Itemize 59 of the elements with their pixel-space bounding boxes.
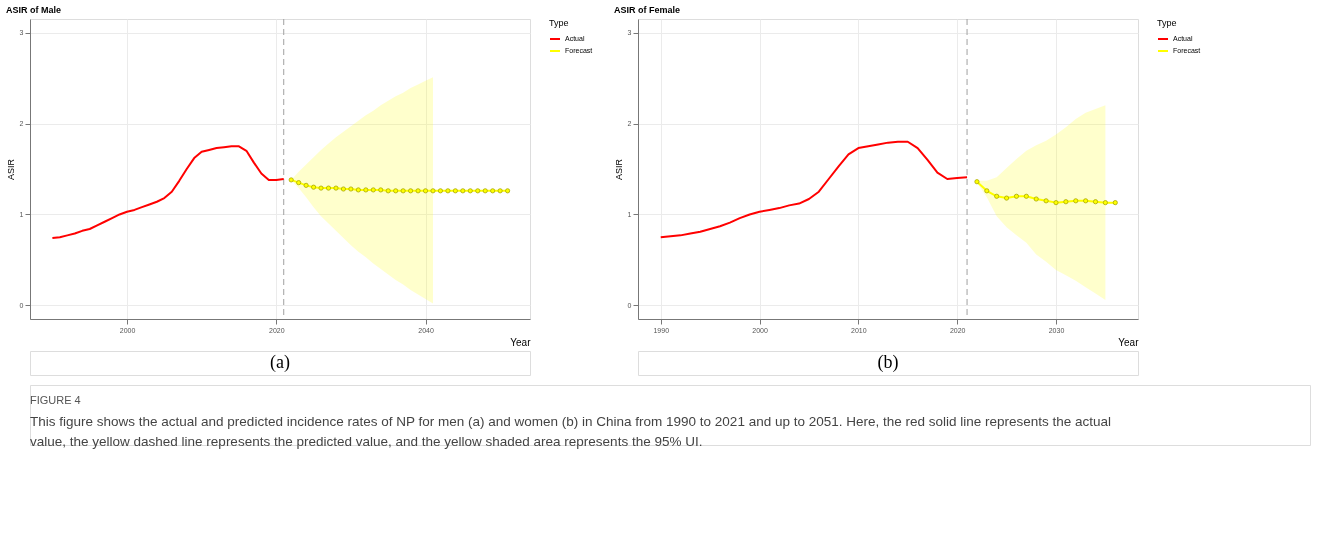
point bbox=[355, 187, 361, 193]
point bbox=[974, 179, 980, 185]
point bbox=[1043, 198, 1049, 204]
y-axis-title: ASIR bbox=[5, 158, 16, 181]
point bbox=[467, 188, 473, 194]
point bbox=[482, 188, 488, 194]
point bbox=[363, 187, 369, 193]
line-series bbox=[659, 140, 969, 239]
point bbox=[490, 188, 496, 194]
point bbox=[393, 188, 399, 194]
point bbox=[1112, 200, 1118, 206]
point bbox=[325, 185, 332, 191]
point bbox=[385, 188, 391, 194]
chart-title: ASIR of Male bbox=[6, 4, 62, 15]
point bbox=[452, 188, 458, 194]
point bbox=[430, 188, 436, 194]
y-axis-title: ASIR bbox=[613, 158, 624, 181]
point bbox=[1023, 193, 1029, 199]
legend-title: Type bbox=[549, 18, 569, 28]
caption: FIGURE 4 bbox=[30, 394, 81, 406]
line-series bbox=[51, 145, 285, 240]
point bbox=[303, 182, 309, 188]
point bbox=[311, 184, 317, 190]
point bbox=[1033, 196, 1039, 202]
point bbox=[370, 187, 376, 193]
point bbox=[1083, 198, 1089, 204]
point bbox=[505, 188, 511, 194]
point bbox=[340, 186, 346, 192]
legend-title: Type bbox=[1157, 18, 1177, 28]
point bbox=[994, 193, 1000, 199]
point bbox=[1053, 200, 1059, 206]
point bbox=[296, 180, 302, 186]
point bbox=[1092, 199, 1099, 205]
point bbox=[1102, 200, 1108, 206]
point bbox=[423, 188, 429, 194]
point bbox=[1063, 199, 1069, 205]
point bbox=[408, 188, 414, 194]
point bbox=[348, 186, 354, 192]
point bbox=[333, 185, 339, 191]
point bbox=[460, 188, 466, 194]
point bbox=[1004, 195, 1010, 201]
x-axis-title: Year bbox=[1118, 336, 1140, 348]
point bbox=[400, 188, 406, 194]
point bbox=[475, 188, 481, 194]
point bbox=[437, 188, 443, 194]
point bbox=[415, 188, 421, 194]
point bbox=[1073, 198, 1079, 204]
point bbox=[497, 188, 503, 194]
point bbox=[378, 187, 384, 193]
text: This figure shows the actual and predicted incidence rates of NP for men (a) and women (b) in China from 1990 to 2021 and up to 2051. Here, the red solid line represents the actual value, the yellow dashed line represents the predicted value, and the yellow shaded area represents the 95% UI. bbox=[30, 414, 1112, 449]
chart-title: ASIR of Female bbox=[614, 4, 681, 15]
point bbox=[984, 188, 990, 194]
x-axis-title: Year bbox=[510, 336, 532, 348]
point bbox=[318, 185, 324, 191]
point bbox=[1013, 193, 1019, 199]
point bbox=[288, 177, 294, 183]
text: (a) bbox=[270, 352, 290, 373]
text: (b) bbox=[877, 352, 899, 373]
point bbox=[445, 188, 451, 194]
